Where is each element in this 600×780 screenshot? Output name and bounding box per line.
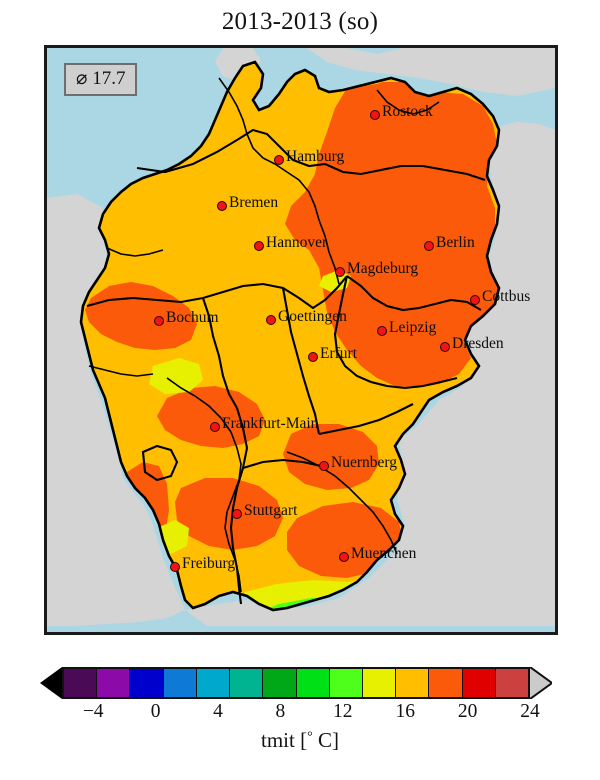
colorbar-bin-10[interactable] bbox=[396, 669, 430, 697]
colorbar-tick-3: 8 bbox=[275, 701, 286, 722]
station-dot-icon bbox=[377, 326, 387, 336]
map-panel[interactable]: ⌀ 17.7 Rostock Hamburg Bremen Hannover Berli… bbox=[44, 45, 558, 635]
colorbar-bin-7[interactable] bbox=[296, 669, 330, 697]
station-dot-icon bbox=[470, 295, 480, 305]
rivers-coast-layer bbox=[88, 77, 440, 593]
colorbar-bin-1[interactable] bbox=[97, 669, 131, 697]
degree-sign-icon: ° bbox=[307, 729, 313, 745]
state-borders-layer bbox=[79, 60, 501, 612]
map-canvas: ⌀ 17.7 Rostock Hamburg Bremen Hannover Berli… bbox=[47, 48, 555, 632]
station-dot-icon bbox=[170, 562, 180, 572]
colorbar-tick-7: 24 bbox=[520, 701, 540, 722]
station-dot-icon bbox=[154, 316, 164, 326]
city-label: Magdeburg bbox=[347, 260, 419, 277]
station-dot-icon bbox=[370, 110, 380, 120]
city-label: Leipzig bbox=[389, 319, 437, 336]
colorbar-tick-4: 12 bbox=[333, 701, 353, 722]
station-dot-icon bbox=[308, 352, 318, 362]
colorbar-bin-8[interactable] bbox=[329, 669, 363, 697]
city-label: Dresden bbox=[452, 335, 504, 352]
station-dot-icon bbox=[335, 267, 345, 277]
station-dot-icon bbox=[274, 155, 284, 165]
colorbar-bin-9[interactable] bbox=[362, 669, 397, 697]
colorbar-bin-4[interactable] bbox=[196, 669, 231, 697]
colorbar-bin-5[interactable] bbox=[230, 669, 264, 697]
city-label: Frankfurt-Main bbox=[222, 415, 319, 432]
station-dot-icon bbox=[424, 241, 434, 251]
page-title: 2013-2013 (so) bbox=[221, 8, 379, 35]
city-label: Goettingen bbox=[278, 308, 347, 325]
colorbar-section: −4 0 4 8 12 16 20 24 tmit [° C] bbox=[0, 660, 600, 780]
germany-temperature-map bbox=[47, 48, 555, 632]
colorbar-axis-label: tmit [° C] bbox=[0, 728, 600, 753]
station-dot-icon bbox=[339, 552, 349, 562]
colorbar-tick-5: 16 bbox=[395, 701, 415, 722]
station-dot-icon bbox=[266, 315, 276, 325]
colorbar-bin-12[interactable] bbox=[462, 669, 496, 697]
colorbar-tick-6: 20 bbox=[457, 701, 478, 722]
colorbar-bin-6[interactable] bbox=[263, 669, 297, 697]
spatial-mean-badge: ⌀ 17.7 bbox=[64, 63, 138, 96]
colorbar-over-arrow-icon bbox=[530, 667, 552, 699]
colorbar-over-arrow-outline-icon bbox=[530, 667, 552, 699]
city-label: Muenchen bbox=[351, 545, 417, 562]
colorbar-axis-label-suffix: C] bbox=[312, 728, 339, 752]
station-dot-icon bbox=[254, 241, 264, 251]
colorbar-bin-2[interactable] bbox=[130, 669, 164, 697]
colorbar-bin-11[interactable] bbox=[429, 669, 463, 697]
city-label: Bremen bbox=[229, 194, 279, 211]
city-label: Freiburg bbox=[182, 555, 236, 572]
station-dot-icon bbox=[440, 342, 450, 352]
colorbar-tick-2: 4 bbox=[213, 701, 223, 722]
station-dot-icon bbox=[232, 509, 242, 519]
colorbar-under-arrow-icon bbox=[40, 667, 62, 699]
city-label: Hannover bbox=[266, 234, 328, 251]
colorbar-axis-label-prefix: tmit [ bbox=[261, 728, 308, 752]
colorbar[interactable] bbox=[62, 667, 530, 699]
city-label: Nuernberg bbox=[331, 454, 397, 471]
city-label: Stuttgart bbox=[244, 502, 298, 519]
station-dot-icon bbox=[217, 201, 227, 211]
city-label: Berlin bbox=[436, 234, 475, 251]
colorbar-bin-0[interactable] bbox=[64, 669, 98, 697]
foreign-land-layer bbox=[47, 48, 555, 626]
colorbar-bin-3[interactable] bbox=[163, 669, 197, 697]
colorbar-tick-0: −4 bbox=[82, 701, 104, 722]
city-label: Hamburg bbox=[286, 148, 345, 165]
station-dot-icon bbox=[210, 422, 220, 432]
city-label: Erfurt bbox=[320, 345, 358, 362]
colorbar-tick-1: 0 bbox=[150, 701, 161, 722]
colorbar-tick-labels: −4 0 4 8 12 16 20 24 bbox=[0, 701, 600, 727]
city-label: Bochum bbox=[166, 309, 219, 326]
city-label: Rostock bbox=[382, 103, 433, 120]
colorbar-bin-13[interactable] bbox=[495, 669, 529, 697]
city-label: Cottbus bbox=[482, 288, 531, 305]
station-dot-icon bbox=[319, 461, 329, 471]
